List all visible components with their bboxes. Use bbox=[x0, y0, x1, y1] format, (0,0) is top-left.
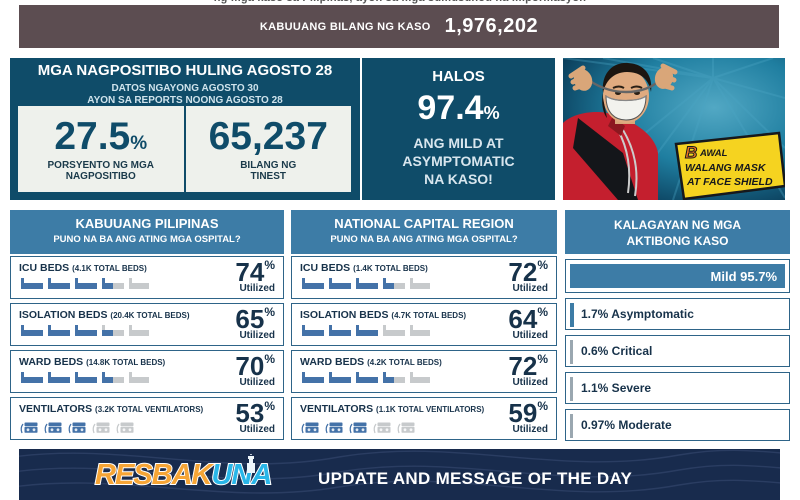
svg-text:AT FACE SHIELD: AT FACE SHIELD bbox=[686, 176, 773, 188]
svg-text:B: B bbox=[685, 143, 697, 162]
svg-text:AWAL: AWAL bbox=[699, 148, 728, 159]
svg-text:WALANG MASK: WALANG MASK bbox=[685, 162, 767, 174]
